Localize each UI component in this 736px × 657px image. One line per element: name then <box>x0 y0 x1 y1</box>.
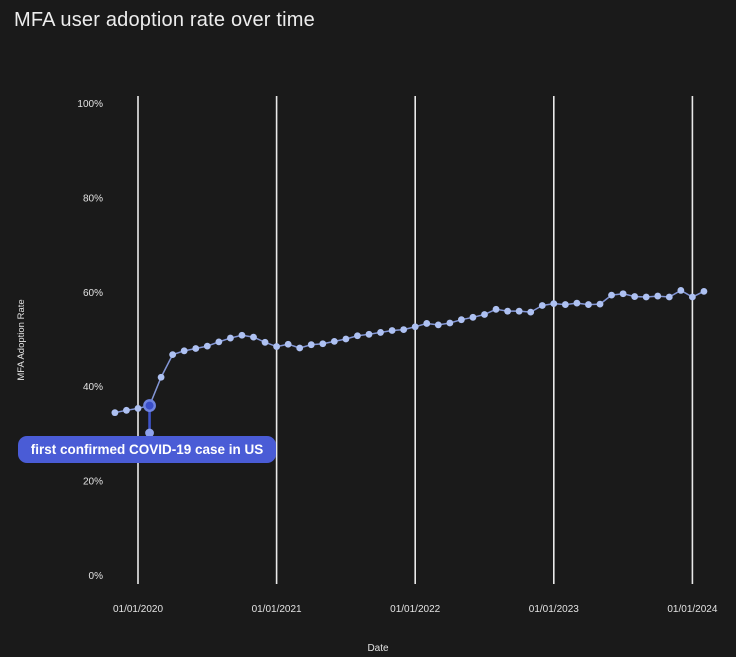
x-tick-label: 01/01/2024 <box>667 604 717 615</box>
data-point[interactable] <box>515 307 523 315</box>
data-point[interactable] <box>365 330 373 338</box>
data-point[interactable] <box>250 333 257 341</box>
data-point[interactable] <box>203 342 211 350</box>
data-point[interactable] <box>596 300 604 308</box>
y-tick-label: 20% <box>83 477 103 488</box>
data-point[interactable] <box>550 300 558 308</box>
data-point[interactable] <box>388 327 396 334</box>
y-tick-label: 0% <box>89 571 104 582</box>
data-point[interactable] <box>227 334 234 342</box>
data-point[interactable] <box>169 351 177 359</box>
data-point[interactable] <box>134 405 142 412</box>
data-point[interactable] <box>677 287 685 294</box>
data-point[interactable] <box>111 409 119 417</box>
data-point[interactable] <box>665 293 673 301</box>
x-axis-title: Date <box>367 643 389 654</box>
data-point[interactable] <box>157 373 165 381</box>
chart-title: MFA user adoption rate over time <box>14 9 315 31</box>
data-point[interactable] <box>631 293 639 300</box>
data-point[interactable] <box>458 316 465 324</box>
data-point[interactable] <box>481 311 488 318</box>
annotation-connector-dot <box>145 428 154 438</box>
data-point[interactable] <box>469 313 477 321</box>
data-point[interactable] <box>700 287 708 295</box>
data-point[interactable] <box>319 340 327 348</box>
data-point[interactable] <box>585 301 592 308</box>
data-point[interactable] <box>215 338 223 346</box>
data-point[interactable] <box>296 344 304 352</box>
data-point[interactable] <box>238 331 246 339</box>
data-point[interactable] <box>434 321 442 329</box>
data-point[interactable] <box>423 320 431 327</box>
data-point[interactable] <box>492 305 500 313</box>
data-point[interactable] <box>261 338 269 346</box>
y-tick-label: 60% <box>83 288 103 299</box>
data-point[interactable] <box>504 307 511 315</box>
data-point[interactable] <box>284 340 292 348</box>
covid-annotation-badge: first confirmed COVID-19 case in US <box>18 436 276 463</box>
data-point[interactable] <box>608 291 615 299</box>
data-point[interactable] <box>561 301 569 308</box>
series-line <box>114 289 705 414</box>
data-point[interactable] <box>654 292 662 300</box>
data-point[interactable] <box>400 326 408 333</box>
data-point[interactable] <box>619 290 627 298</box>
x-tick-label: 01/01/2023 <box>529 604 579 615</box>
y-tick-label: 80% <box>83 193 103 204</box>
data-point[interactable] <box>377 329 384 336</box>
data-point[interactable] <box>538 302 546 309</box>
data-point[interactable] <box>642 293 650 301</box>
x-tick-label: 01/01/2021 <box>252 604 302 615</box>
x-tick-label: 01/01/2020 <box>113 604 163 615</box>
data-point[interactable] <box>123 406 130 414</box>
data-point[interactable] <box>192 345 200 352</box>
x-tick-label: 01/01/2022 <box>390 604 440 615</box>
data-point[interactable] <box>689 293 696 301</box>
data-point[interactable] <box>273 343 280 350</box>
data-point[interactable] <box>573 299 581 307</box>
data-point[interactable] <box>342 335 350 343</box>
data-point[interactable] <box>180 347 188 355</box>
data-point[interactable] <box>411 323 419 331</box>
data-point[interactable] <box>307 341 315 349</box>
data-point[interactable] <box>527 308 535 316</box>
y-tick-label: 100% <box>77 99 103 110</box>
highlight-point[interactable] <box>143 399 156 412</box>
y-tick-label: 40% <box>83 382 103 393</box>
data-point[interactable] <box>446 319 454 327</box>
data-point[interactable] <box>354 332 361 340</box>
data-point[interactable] <box>330 337 338 345</box>
y-axis-title: MFA Adoption Rate <box>16 299 27 380</box>
